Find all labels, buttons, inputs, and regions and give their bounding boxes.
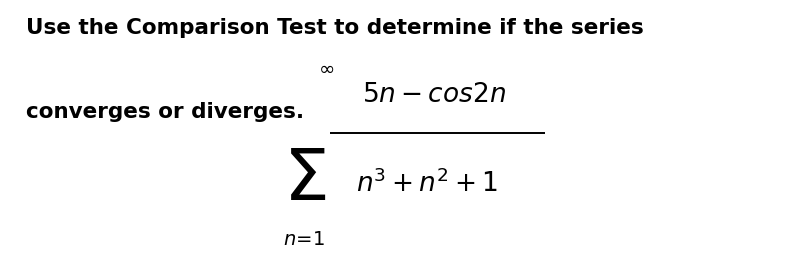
Text: $\infty$: $\infty$ (318, 60, 334, 77)
Text: $\Sigma$: $\Sigma$ (283, 144, 326, 214)
Text: Use the Comparison Test to determine if the series: Use the Comparison Test to determine if … (26, 18, 644, 38)
Text: converges or diverges.: converges or diverges. (26, 102, 304, 121)
Text: $5n - cos2n$: $5n - cos2n$ (362, 82, 505, 106)
Text: $n^3 + n^2 + 1$: $n^3 + n^2 + 1$ (356, 167, 498, 196)
Text: $n\!=\!1$: $n\!=\!1$ (283, 230, 326, 248)
